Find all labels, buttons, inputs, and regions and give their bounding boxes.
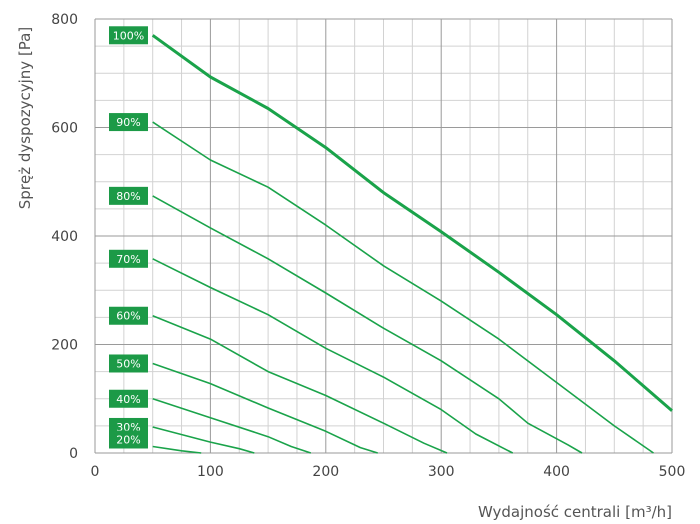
tick-labels: 0 100 200 300 400 500 0 200 400 600 800 (51, 12, 685, 480)
badge-background (109, 26, 148, 45)
series-line-40pct (152, 398, 312, 454)
x-axis-title: Wydajność centrali [m³/h] (478, 503, 672, 521)
series-line-90pct (152, 121, 654, 454)
series-badge: 100% (109, 26, 148, 45)
badge-background (109, 113, 148, 132)
x-tick-label: 300 (428, 464, 455, 480)
series-badge: 90% (109, 113, 148, 132)
badge-background (109, 430, 148, 449)
series-label: 20% (116, 433, 140, 446)
y-axis-title: Spręż dyspozycyjny [Pa] (16, 27, 34, 209)
series-badge: 70% (109, 249, 148, 268)
x-tick-label: 0 (91, 464, 100, 480)
badge-background (109, 354, 148, 373)
y-tick-label: 800 (51, 12, 78, 28)
series-label: 50% (116, 357, 140, 370)
grid (94, 18, 673, 454)
series-label: 100% (113, 29, 144, 42)
series-lines (151, 34, 673, 454)
series-badge: 20% (109, 430, 148, 449)
series-badge: 80% (109, 186, 148, 205)
badge-background (109, 306, 148, 325)
series-line-70pct (152, 258, 514, 454)
series-label: 90% (116, 116, 140, 129)
x-tick-label: 400 (543, 464, 570, 480)
series-label: 40% (116, 393, 140, 406)
series-label: 80% (116, 190, 140, 203)
series-label: 70% (116, 253, 140, 266)
badge-background (109, 389, 148, 408)
series-label: 60% (116, 310, 140, 323)
series-badge: 60% (109, 306, 148, 325)
series-badge: 50% (109, 354, 148, 373)
badge-background (109, 249, 148, 268)
x-tick-label: 200 (312, 464, 339, 480)
series-badge: 40% (109, 389, 148, 408)
series-line-20pct (152, 445, 202, 454)
y-tick-label: 400 (51, 229, 78, 245)
x-tick-label: 100 (197, 464, 224, 480)
badge-background (109, 186, 148, 205)
x-tick-label: 500 (659, 464, 686, 480)
y-tick-label: 200 (51, 338, 78, 354)
series-line-80pct (152, 195, 583, 454)
y-tick-label: 0 (69, 446, 78, 462)
y-tick-label: 600 (51, 121, 78, 137)
series-line-50pct (152, 362, 378, 454)
series-badges: 100%90%80%70%60%50%40%30%20% (109, 26, 148, 449)
series-line-60pct (152, 314, 448, 454)
series-line-100pct (151, 34, 673, 412)
series-line-30pct (152, 426, 255, 454)
